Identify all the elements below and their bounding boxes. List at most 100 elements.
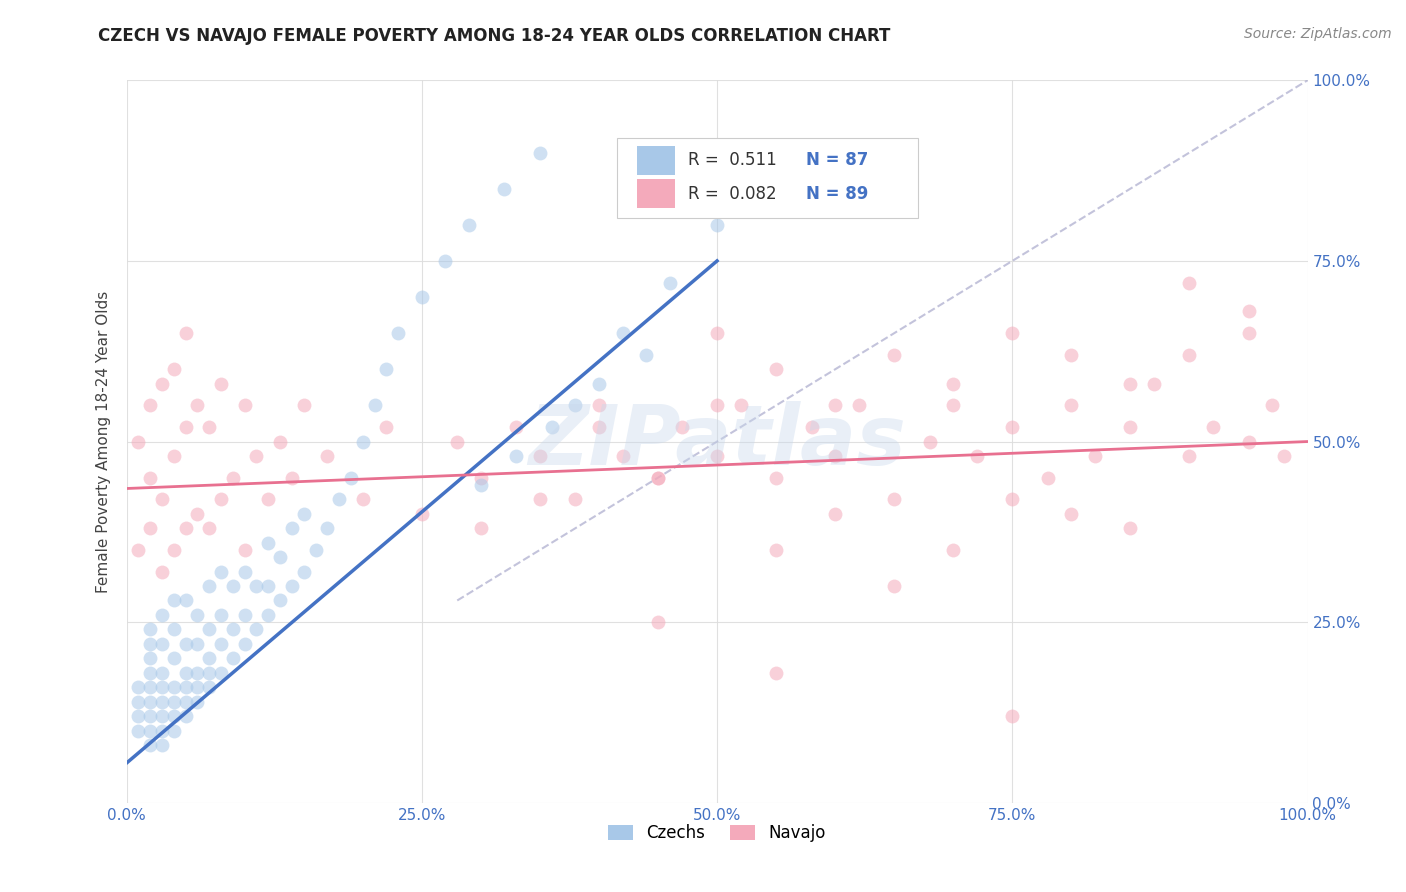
Point	[529, 145, 551, 160]
Point	[150, 738, 173, 752]
Point	[233, 398, 256, 412]
Legend: Czechs, Navajo: Czechs, Navajo	[602, 817, 832, 848]
Point	[245, 579, 267, 593]
Point	[292, 507, 315, 521]
Point	[375, 362, 398, 376]
Point	[612, 326, 634, 340]
Text: Source: ZipAtlas.com: Source: ZipAtlas.com	[1244, 27, 1392, 41]
Point	[918, 434, 941, 449]
Point	[139, 723, 162, 738]
Point	[1178, 348, 1201, 362]
Point	[163, 542, 186, 557]
Point	[505, 449, 527, 463]
Point	[505, 420, 527, 434]
Point	[328, 492, 350, 507]
Point	[245, 449, 267, 463]
Point	[150, 680, 173, 694]
Point	[1036, 470, 1059, 484]
Point	[470, 478, 492, 492]
Point	[257, 579, 280, 593]
Point	[163, 362, 186, 376]
Point	[150, 695, 173, 709]
Point	[1084, 449, 1107, 463]
Point	[1060, 398, 1083, 412]
Point	[139, 521, 162, 535]
Point	[139, 637, 162, 651]
Point	[434, 253, 457, 268]
Point	[222, 623, 245, 637]
Bar	[637, 179, 675, 208]
Point	[174, 680, 197, 694]
Point	[883, 579, 905, 593]
Point	[174, 521, 197, 535]
Point	[1119, 420, 1142, 434]
Point	[150, 565, 173, 579]
Point	[316, 521, 339, 535]
Point	[671, 420, 693, 434]
Point	[174, 695, 197, 709]
Point	[233, 637, 256, 651]
Point	[824, 507, 846, 521]
Point	[1119, 521, 1142, 535]
Point	[1202, 420, 1225, 434]
Point	[1001, 709, 1024, 723]
Point	[730, 398, 752, 412]
Point	[139, 738, 162, 752]
Point	[800, 420, 823, 434]
Point	[411, 290, 433, 304]
Point	[174, 326, 197, 340]
Point	[706, 218, 728, 232]
Point	[257, 492, 280, 507]
Point	[765, 470, 787, 484]
Text: R =  0.082: R = 0.082	[688, 185, 776, 202]
Point	[1143, 376, 1166, 391]
Point	[564, 398, 586, 412]
Point	[411, 507, 433, 521]
Point	[269, 593, 291, 607]
Point	[163, 680, 186, 694]
Point	[706, 449, 728, 463]
Point	[494, 182, 516, 196]
Point	[198, 665, 221, 680]
Point	[706, 326, 728, 340]
Point	[174, 709, 197, 723]
Point	[233, 565, 256, 579]
Point	[540, 420, 562, 434]
Point	[363, 398, 385, 412]
Point	[163, 623, 186, 637]
Point	[150, 376, 173, 391]
Point	[209, 565, 232, 579]
Point	[186, 398, 208, 412]
Point	[647, 470, 669, 484]
Point	[163, 695, 186, 709]
Point	[174, 420, 197, 434]
Point	[209, 607, 232, 622]
Point	[257, 535, 280, 549]
Point	[174, 637, 197, 651]
Point	[209, 376, 232, 391]
Point	[1119, 376, 1142, 391]
Point	[706, 398, 728, 412]
Point	[163, 709, 186, 723]
Point	[139, 623, 162, 637]
Point	[139, 470, 162, 484]
Point	[387, 326, 409, 340]
Point	[340, 470, 363, 484]
Point	[186, 607, 208, 622]
Point	[269, 550, 291, 565]
Point	[198, 521, 221, 535]
Point	[942, 542, 965, 557]
Point	[198, 651, 221, 665]
Bar	[637, 146, 675, 175]
Point	[824, 398, 846, 412]
Point	[1261, 398, 1284, 412]
Point	[564, 492, 586, 507]
Point	[375, 420, 398, 434]
Point	[529, 492, 551, 507]
Point	[352, 434, 374, 449]
Point	[139, 680, 162, 694]
Point	[198, 680, 221, 694]
Point	[127, 695, 149, 709]
Point	[765, 665, 787, 680]
Point	[1001, 420, 1024, 434]
